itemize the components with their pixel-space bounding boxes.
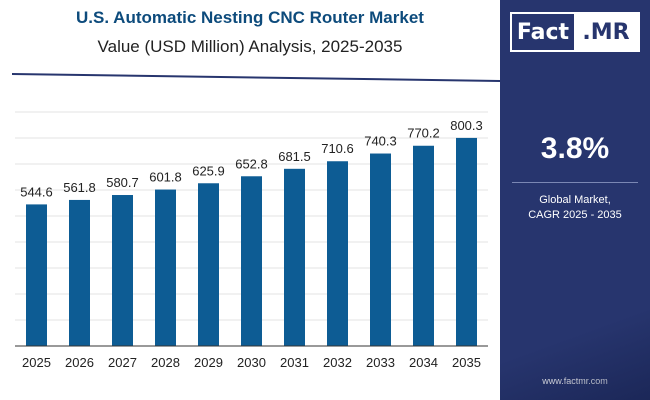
- bar-2035: [456, 137, 477, 346]
- chart-subtitle: Value (USD Million) Analysis, 2025-2035: [97, 37, 403, 56]
- factmr-logo: Fact .MR: [510, 12, 640, 52]
- x-tick-label-2033: 2033: [366, 355, 395, 370]
- value-label-2030: 652.8: [235, 156, 268, 171]
- x-tick-label-2034: 2034: [409, 355, 438, 370]
- value-label-2026: 561.8: [63, 180, 96, 195]
- sidebar-divider: [512, 182, 638, 183]
- header-divider-line: [11, 73, 500, 82]
- x-tick-label-2028: 2028: [151, 355, 180, 370]
- value-label-2035: 800.3: [450, 118, 483, 133]
- value-label-2032: 710.6: [321, 141, 354, 156]
- x-tick-label-2029: 2029: [194, 355, 223, 370]
- value-label-2029: 625.9: [192, 163, 225, 178]
- x-tick-label-2027: 2027: [108, 355, 137, 370]
- bar-2032: [327, 161, 348, 346]
- bar-2025: [26, 204, 47, 346]
- value-label-2033: 740.3: [364, 134, 397, 149]
- value-label-2034: 770.2: [407, 126, 440, 141]
- bar-2027: [112, 195, 133, 346]
- value-label-2031: 681.5: [278, 149, 311, 164]
- logo-mr-text: .MR: [574, 14, 638, 50]
- bars-group: [26, 137, 477, 346]
- cagr-label-line1: Global Market,: [539, 194, 611, 206]
- x-tick-label-2026: 2026: [65, 355, 94, 370]
- x-tick-label-2031: 2031: [280, 355, 309, 370]
- bar-2034: [413, 145, 434, 346]
- bar-2030: [241, 176, 262, 346]
- value-label-2025: 544.6: [20, 184, 53, 199]
- bar-2029: [198, 183, 219, 346]
- value-labels-group: 544.6 561.8 580.7 601.8 625.9 652.8 681.5 710.6…: [20, 118, 483, 199]
- bar-2031: [284, 168, 305, 346]
- website-url[interactable]: www.factmr.com: [542, 376, 608, 386]
- cagr-label-line2: CAGR 2025 - 2035: [528, 209, 622, 221]
- bar-chart: 544.6 561.8 580.7 601.8 625.9 652.8 681.5 710.6…: [11, 73, 500, 370]
- bar-2033: [370, 153, 391, 346]
- info-sidebar: Fact .MR 3.8% Global Market, CAGR 2025 -…: [500, 0, 650, 400]
- x-tick-label-2032: 2032: [323, 355, 352, 370]
- value-label-2027: 580.7: [106, 175, 139, 190]
- x-tick-labels-group: 2025 2026 2027 2028 2029 2030 2031 2032 2033 2034…: [22, 355, 481, 370]
- cagr-value: 3.8%: [540, 132, 610, 165]
- bar-2026: [69, 199, 90, 346]
- x-tick-label-2035: 2035: [452, 355, 481, 370]
- logo-fact-text: Fact: [516, 19, 570, 45]
- gridlines: [15, 111, 488, 321]
- x-tick-label-2030: 2030: [237, 355, 266, 370]
- bar-2028: [155, 189, 176, 346]
- x-tick-label-2025: 2025: [22, 355, 51, 370]
- chart-panel: U.S. Automatic Nesting CNC Router Market…: [11, 8, 500, 370]
- value-label-2028: 601.8: [149, 170, 182, 185]
- chart-title: U.S. Automatic Nesting CNC Router Market: [76, 8, 424, 27]
- cagr-label: Global Market, CAGR 2025 - 2035: [500, 193, 650, 223]
